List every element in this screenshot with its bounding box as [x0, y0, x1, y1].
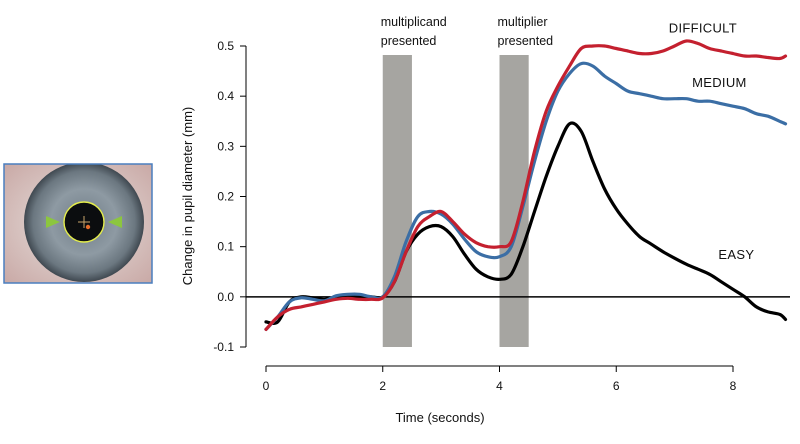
y-axis-title: Change in pupil diameter (mm)	[180, 107, 195, 285]
interval-label-1-line-2: presented	[381, 34, 437, 48]
series-line-medium	[264, 61, 788, 331]
y-tick-label: -0.1	[213, 340, 234, 354]
interval-label-2-line-1: multiplier	[498, 15, 548, 29]
x-axis-ticks: 0 2 4 6 8	[263, 366, 737, 393]
y-tick-label: 0.2	[217, 190, 234, 204]
x-tick-label: 4	[496, 379, 503, 393]
y-tick-label: 0.4	[217, 89, 234, 103]
series-labels: DIFFICULT MEDIUM EASY	[669, 20, 754, 262]
x-axis-title: Time (seconds)	[395, 410, 484, 425]
eye-photo-frame	[3, 163, 153, 284]
y-tick-label: 0.5	[217, 39, 234, 53]
y-tick-label: 0.0	[217, 290, 234, 304]
y-axis-ticks: -0.1 0.0 0.1 0.2 0.3 0.4 0.5	[213, 39, 246, 354]
series-label-difficult: DIFFICULT	[669, 20, 737, 35]
eye-photo-image	[4, 164, 152, 283]
series-line-easy	[264, 121, 788, 325]
interval-labels: multiplicand presented multiplier presented	[381, 15, 553, 48]
shaded-interval-1	[382, 55, 412, 347]
y-tick-label: 0.1	[217, 240, 234, 254]
y-tick-label: 0.3	[217, 139, 234, 153]
series-label-easy: EASY	[718, 247, 754, 262]
shaded-intervals	[382, 55, 529, 347]
series-lines	[264, 39, 788, 331]
series-line-difficult	[264, 39, 788, 331]
x-tick-label: 6	[613, 379, 620, 393]
x-tick-label: 2	[379, 379, 386, 393]
x-tick-label: 8	[730, 379, 737, 393]
interval-label-1-line-1: multiplicand	[381, 15, 447, 29]
x-tick-label: 0	[263, 379, 270, 393]
series-label-medium: MEDIUM	[692, 75, 747, 90]
interval-label-2-line-2: presented	[498, 34, 554, 48]
axes: -0.1 0.0 0.1 0.2 0.3 0.4 0.5 0 2 4 6 8	[213, 39, 736, 393]
